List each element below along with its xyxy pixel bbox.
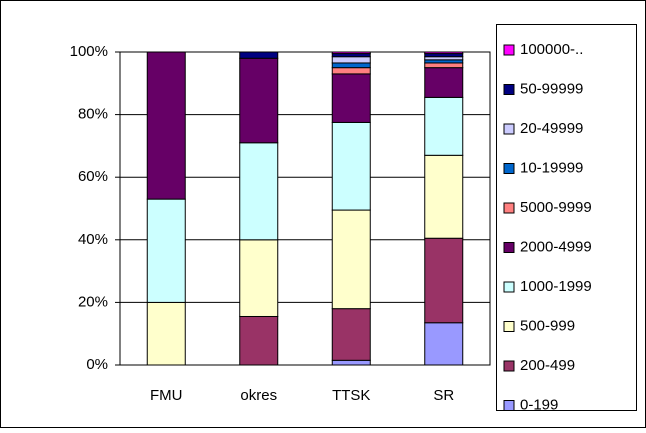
- legend-swatch: [503, 84, 515, 95]
- legend-label: 2000-4999: [520, 238, 592, 255]
- legend-box: [496, 24, 637, 411]
- bar-segment: [239, 315, 279, 366]
- bar-segment: [239, 239, 279, 317]
- bar-segment: [331, 359, 371, 366]
- bar-segment: [331, 56, 371, 64]
- bar-segment: [424, 154, 464, 239]
- legend-label: 20-49999: [520, 120, 583, 137]
- x-tick-label: TTSK: [332, 387, 370, 404]
- y-tick-label: 0%: [86, 356, 108, 373]
- legend-swatch: [503, 281, 515, 293]
- legend-swatch: [503, 163, 515, 174]
- legend-label: 1000-1999: [520, 278, 592, 295]
- y-tick-label: 60%: [78, 168, 108, 185]
- bar-segment: [331, 209, 371, 310]
- legend-label: 100000-..: [520, 41, 583, 58]
- bar-segment: [424, 51, 464, 55]
- bar-segment: [239, 142, 279, 241]
- x-tick-label: okres: [240, 387, 277, 404]
- legend-label: 10-19999: [520, 159, 583, 176]
- legend-label: 5000-9999: [520, 199, 592, 216]
- legend-label: 500-999: [520, 317, 575, 334]
- bar-segment: [424, 67, 464, 98]
- legend-swatch: [503, 44, 515, 56]
- bar-segment: [331, 62, 371, 69]
- legend-swatch: [503, 202, 515, 214]
- bar-segment: [331, 121, 371, 211]
- y-tick-label: 80%: [78, 106, 108, 123]
- bar-segment: [239, 57, 279, 144]
- y-tick-label: 100%: [70, 43, 108, 60]
- bar-segment: [239, 51, 279, 59]
- bar-segment: [424, 62, 464, 69]
- legend-label: 50-99999: [520, 80, 583, 97]
- legend-swatch: [503, 400, 515, 411]
- bar-segment: [331, 51, 371, 55]
- x-tick-label: SR: [433, 387, 454, 404]
- bar-segment: [424, 322, 464, 366]
- y-tick-label: 40%: [78, 231, 108, 248]
- bar-segment: [146, 51, 186, 200]
- legend-swatch: [503, 123, 515, 135]
- legend-swatch: [503, 242, 515, 253]
- bar-segment: [424, 96, 464, 156]
- bar-segment: [146, 198, 186, 303]
- bar-segment: [331, 73, 371, 123]
- bar-segment: [331, 67, 371, 75]
- legend-swatch: [503, 321, 515, 332]
- legend-label: 200-499: [520, 357, 575, 374]
- x-tick-label: FMU: [150, 387, 183, 404]
- bar-segment: [331, 308, 371, 361]
- legend-label: 0-199: [520, 396, 558, 413]
- legend-swatch: [503, 360, 515, 372]
- bar-segment: [424, 237, 464, 324]
- y-tick-label: 20%: [78, 293, 108, 310]
- bar-segment: [146, 301, 186, 366]
